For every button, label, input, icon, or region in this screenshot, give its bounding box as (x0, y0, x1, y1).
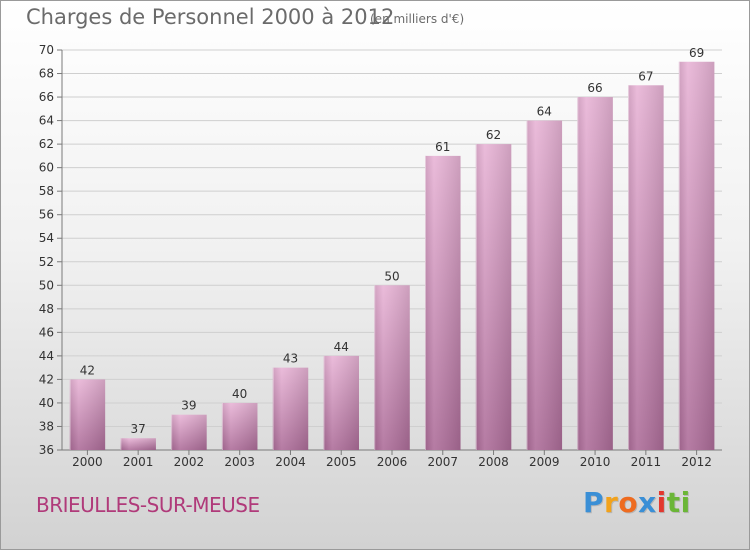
x-tick-label: 2009 (529, 455, 560, 469)
x-tick-label: 2002 (174, 455, 205, 469)
y-tick-label: 40 (39, 396, 54, 410)
y-tick-label: 42 (39, 372, 54, 386)
logo-letter: P (583, 486, 605, 519)
bar-shade (69, 379, 106, 450)
data-label: 40 (232, 387, 247, 401)
bar-shade (678, 61, 715, 450)
bar-shade (628, 85, 664, 450)
y-tick-label: 48 (39, 302, 54, 316)
x-tick-label: 2008 (478, 455, 509, 469)
bar-shade (171, 414, 207, 450)
data-label: 62 (486, 128, 501, 142)
data-label: 69 (689, 46, 704, 60)
y-tick-label: 68 (39, 67, 54, 81)
y-tick-label: 36 (39, 443, 54, 457)
logo-letter: t (666, 486, 681, 519)
y-tick-label: 62 (39, 137, 54, 151)
y-tick-label: 64 (39, 114, 54, 128)
data-label: 37 (131, 422, 146, 436)
x-tick-label: 2007 (427, 455, 458, 469)
data-label: 50 (384, 269, 399, 283)
x-tick-label: 2011 (631, 455, 662, 469)
y-tick-label: 70 (39, 43, 54, 57)
data-label: 67 (638, 69, 653, 83)
logo-letter: x (638, 486, 657, 519)
logo-letter: r (604, 486, 619, 519)
y-tick-label: 56 (39, 208, 54, 222)
x-tick-label: 2012 (681, 455, 712, 469)
y-tick-label: 38 (39, 419, 54, 433)
y-tick-label: 66 (39, 90, 54, 104)
data-label: 42 (80, 363, 95, 377)
x-tick-label: 2003 (224, 455, 255, 469)
logo-letter: i (656, 486, 667, 519)
bar-shade (526, 120, 563, 451)
proxiti-logo: Proxiti (583, 486, 691, 519)
data-label: 44 (334, 340, 349, 354)
data-label: 43 (283, 352, 298, 366)
bar-shade (475, 144, 512, 450)
bar-shade (120, 438, 156, 450)
bar-shade (323, 355, 359, 450)
bar-shade (272, 367, 309, 450)
x-tick-label: 2005 (326, 455, 357, 469)
x-tick-label: 2001 (123, 455, 154, 469)
y-tick-label: 58 (39, 184, 54, 198)
bars (69, 61, 715, 451)
bar-shade (577, 97, 613, 450)
chart-subtitle: (en milliers d'€) (370, 12, 465, 26)
bar-shade (221, 402, 258, 450)
y-tick-label: 52 (39, 255, 54, 269)
y-tick-label: 46 (39, 325, 54, 339)
data-label: 66 (587, 81, 602, 95)
data-label: 39 (181, 399, 196, 413)
data-label: 61 (435, 140, 450, 154)
x-tick-label: 2000 (72, 455, 103, 469)
labels: 42 2000 37 2001 39 2002 40 2003 43 2004 44 2005 50 20… (72, 46, 712, 469)
y-tick-label: 44 (39, 349, 54, 363)
x-tick-label: 2004 (275, 455, 306, 469)
bar-shade (425, 155, 461, 450)
data-label: 64 (537, 105, 552, 119)
y-tick-label: 50 (39, 278, 54, 292)
chart-title: Charges de Personnel 2000 à 2012 (26, 5, 395, 29)
y-tick-label: 60 (39, 161, 54, 175)
x-tick-label: 2010 (580, 455, 611, 469)
y-tick-label: 54 (39, 231, 54, 245)
x-tick-label: 2006 (377, 455, 408, 469)
bar-shade (374, 285, 410, 450)
commune-name: BRIEULLES-SUR-MEUSE (36, 493, 260, 517)
logo-letter: i (680, 486, 691, 519)
logo-letter: o (618, 486, 639, 519)
